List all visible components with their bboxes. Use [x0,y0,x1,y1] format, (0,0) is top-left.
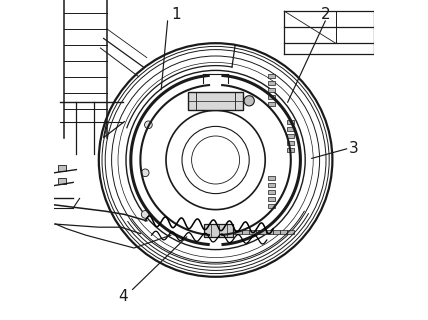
Bar [268,81,275,85]
Bar [268,88,275,92]
Bar [268,197,275,202]
Bar [58,178,66,184]
Bar [188,92,243,109]
Bar [273,230,279,234]
Text: 2: 2 [321,7,330,22]
Circle shape [244,96,254,106]
Bar [287,141,294,145]
Bar [268,190,275,195]
Bar [287,134,294,138]
Text: 1: 1 [172,7,181,22]
Bar [279,230,287,234]
Bar [268,95,275,99]
Bar [287,148,294,153]
Bar [268,183,275,188]
Bar [256,230,263,234]
Circle shape [141,211,149,218]
Bar [287,230,294,234]
Circle shape [145,121,152,129]
Bar [259,230,265,234]
Bar [235,230,242,234]
Text: 4: 4 [118,290,128,304]
Bar [287,127,294,131]
Bar [265,230,273,234]
Bar [58,165,66,171]
Bar [205,224,233,237]
Circle shape [141,169,149,177]
Bar [228,230,235,234]
Text: 3: 3 [348,141,358,156]
Bar [287,120,294,124]
Bar [249,230,256,234]
Bar [268,74,275,78]
Bar [268,102,275,106]
Bar [268,204,275,209]
Bar [268,176,275,180]
Bar [242,230,249,234]
